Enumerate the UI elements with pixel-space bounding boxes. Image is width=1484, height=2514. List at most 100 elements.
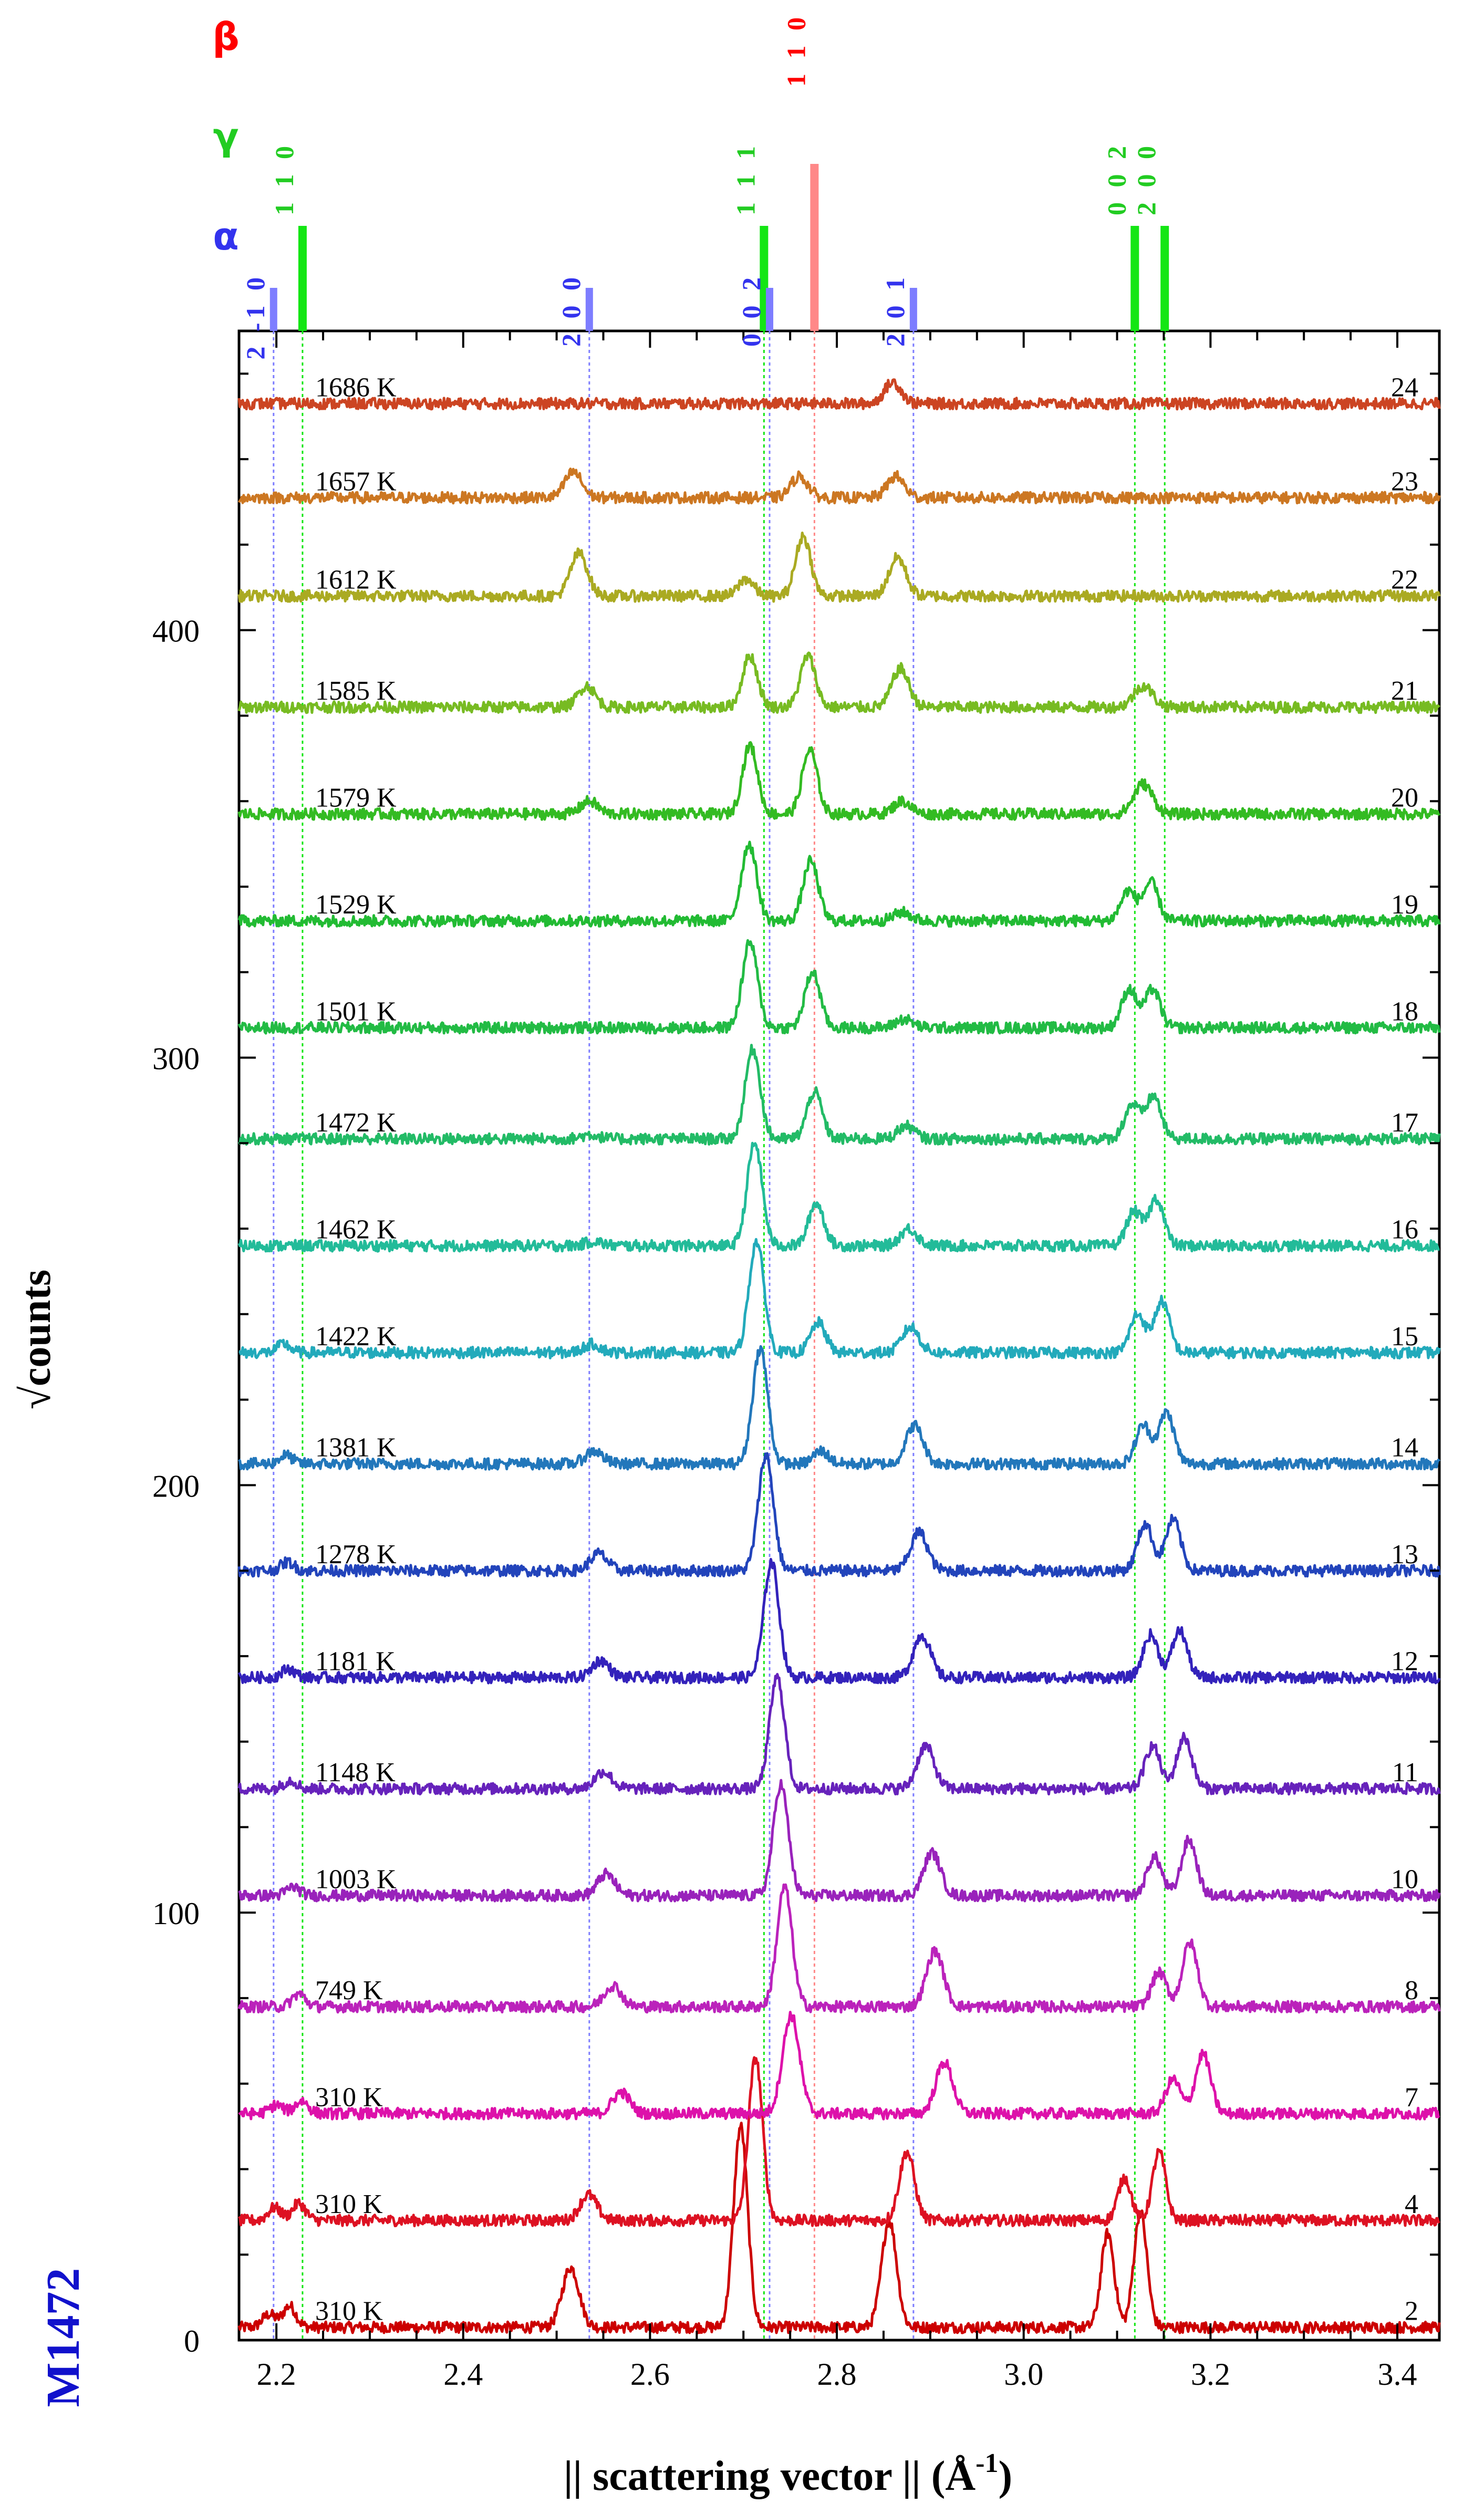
run-number-label: 19 bbox=[1391, 890, 1418, 920]
run-number-label: 4 bbox=[1405, 2189, 1418, 2219]
x-axis-title-main: || scattering vector || (Å bbox=[564, 2453, 976, 2499]
x-tick-label: 2.2 bbox=[257, 2357, 296, 2392]
reflection-hkl-label: 2 0 0 bbox=[556, 273, 586, 347]
series-line-run-20 bbox=[237, 741, 1441, 821]
run-number-label: 23 bbox=[1391, 466, 1418, 496]
reflection-bar bbox=[766, 288, 774, 331]
series-line-run-14 bbox=[237, 1345, 1441, 1471]
x-axis-title: || scattering vector || (Å-1) bbox=[564, 2448, 1012, 2499]
y-tick-label: 400 bbox=[152, 614, 200, 649]
run-number-label: 20 bbox=[1391, 783, 1418, 813]
series-line-run-10 bbox=[238, 1779, 1441, 1903]
reflection-bar bbox=[1130, 226, 1139, 331]
temperature-label: 1657 K bbox=[315, 466, 397, 496]
y-tick-label: 300 bbox=[152, 1042, 200, 1076]
series-line-run-4 bbox=[237, 2056, 1440, 2228]
reflection-bar bbox=[269, 288, 277, 331]
reflection-bar bbox=[585, 288, 593, 331]
x-tick-label: 3.4 bbox=[1377, 2357, 1417, 2392]
temperature-label: 1462 K bbox=[315, 1215, 397, 1245]
run-number-label: 7 bbox=[1405, 2083, 1418, 2113]
series-line-run-18 bbox=[237, 939, 1441, 1035]
temperature-label: 1686 K bbox=[315, 372, 397, 402]
x-tick-label: 2.8 bbox=[817, 2357, 857, 2392]
temperature-label: 1381 K bbox=[315, 1433, 397, 1463]
x-tick-label: 2.6 bbox=[630, 2357, 670, 2392]
x-axis-title-exponent: -1 bbox=[976, 2448, 998, 2478]
phase-symbol: α bbox=[213, 214, 238, 258]
x-tick-label: 3.0 bbox=[1004, 2357, 1043, 2392]
run-number-label: 8 bbox=[1405, 1976, 1418, 2006]
run-number-label: 24 bbox=[1391, 372, 1418, 402]
reflection-bar bbox=[298, 226, 307, 331]
temperature-label: 749 K bbox=[315, 1976, 383, 2006]
reflection-hkl-label: 0 0 2 bbox=[736, 273, 766, 347]
temperature-label: 1529 K bbox=[315, 890, 397, 920]
run-number-label: 14 bbox=[1391, 1433, 1418, 1463]
temperature-label: 1501 K bbox=[315, 997, 397, 1027]
temperature-label: 1148 K bbox=[315, 1758, 396, 1788]
series-line-run-19 bbox=[237, 840, 1441, 928]
y-axis-title: √counts bbox=[13, 1270, 59, 1409]
series-line-run-8 bbox=[237, 1883, 1441, 2014]
reflection-bar bbox=[810, 164, 819, 331]
reflection-markers: 2 -1 0 1 1 0 2 0 0 1 1 1 0 0 2 1 1 0 2 0 1 0 0 … bbox=[241, 13, 1169, 360]
run-number-label: 12 bbox=[1391, 1647, 1418, 1677]
reflection-hkl-label: 1 1 0 bbox=[269, 142, 299, 215]
reflection-guide-lines bbox=[273, 331, 1166, 2340]
axis-tick-labels: 2.2 2.4 2.6 2.8 3.0 3.2 3.4 0 100 200 300 400 bbox=[152, 614, 1417, 2392]
run-number-label: 21 bbox=[1391, 676, 1418, 706]
temperature-label: 1181 K bbox=[315, 1647, 396, 1677]
series-line-run-11 bbox=[237, 1672, 1441, 1796]
reflection-hkl-label: 1 1 1 bbox=[731, 142, 760, 215]
reflection-bar bbox=[909, 288, 917, 331]
phase-symbol: γ bbox=[213, 115, 238, 159]
plot-frame bbox=[237, 329, 1441, 2342]
run-number-label: 16 bbox=[1391, 1215, 1418, 1245]
series-line-run-21 bbox=[237, 651, 1440, 714]
series-line-run-13 bbox=[237, 1452, 1441, 1578]
y-tick-label: 100 bbox=[152, 1896, 200, 1931]
phase-symbol: β bbox=[212, 15, 240, 59]
x-tick-label: 2.4 bbox=[443, 2357, 483, 2392]
series-line-run-15 bbox=[238, 1238, 1441, 1360]
series-line-run-17 bbox=[237, 1044, 1441, 1146]
series-line-run-22 bbox=[237, 532, 1441, 603]
phase-legend: β γ α bbox=[212, 15, 240, 258]
y-tick-label: 0 bbox=[184, 2324, 200, 2359]
reflection-hkl-label: 0 0 2 bbox=[1102, 142, 1131, 215]
series-line-run-24 bbox=[237, 378, 1441, 411]
series-line-run-2 bbox=[237, 2122, 1441, 2334]
temperature-label: 1579 K bbox=[315, 783, 397, 813]
axis-ticks bbox=[239, 331, 1439, 2341]
run-number-label: 15 bbox=[1391, 1322, 1418, 1352]
reflection-bar bbox=[1160, 226, 1169, 331]
run-number-label: 13 bbox=[1391, 1540, 1418, 1570]
temperature-label: 310 K bbox=[315, 2297, 383, 2326]
series-line-run-23 bbox=[237, 468, 1441, 505]
x-tick-label: 3.2 bbox=[1191, 2357, 1230, 2392]
run-number-label: 22 bbox=[1391, 565, 1418, 595]
run-number-label: 18 bbox=[1391, 997, 1418, 1027]
reflection-hkl-label: 2 0 0 bbox=[1132, 142, 1161, 215]
sample-id-label: M1472 bbox=[37, 2268, 89, 2407]
series-line-run-16 bbox=[237, 1141, 1440, 1253]
run-number-label: 17 bbox=[1391, 1108, 1418, 1138]
temperature-label: 310 K bbox=[315, 2189, 383, 2219]
series-line-run-7 bbox=[238, 2011, 1440, 2121]
x-axis-title-close: ) bbox=[998, 2453, 1012, 2499]
y-tick-label: 200 bbox=[152, 1469, 200, 1503]
reflection-hkl-label: 2 -1 0 bbox=[241, 273, 270, 360]
temperature-label: 1585 K bbox=[315, 676, 397, 706]
temperature-label: 1612 K bbox=[315, 565, 397, 595]
spectra-series bbox=[237, 378, 1441, 2334]
temperature-label: 1422 K bbox=[315, 1322, 397, 1352]
reflection-hkl-label: 2 0 1 bbox=[880, 273, 910, 347]
series-labels: 310 K 2 310 K 4 310 K 7 749 K 8 1003 K 10 1148 K 11… bbox=[315, 372, 1418, 2326]
run-number-label: 11 bbox=[1392, 1758, 1418, 1788]
temperature-label: 1278 K bbox=[315, 1540, 397, 1570]
temperature-label: 310 K bbox=[315, 2083, 383, 2113]
reflection-hkl-label: 1 1 0 bbox=[781, 13, 811, 87]
